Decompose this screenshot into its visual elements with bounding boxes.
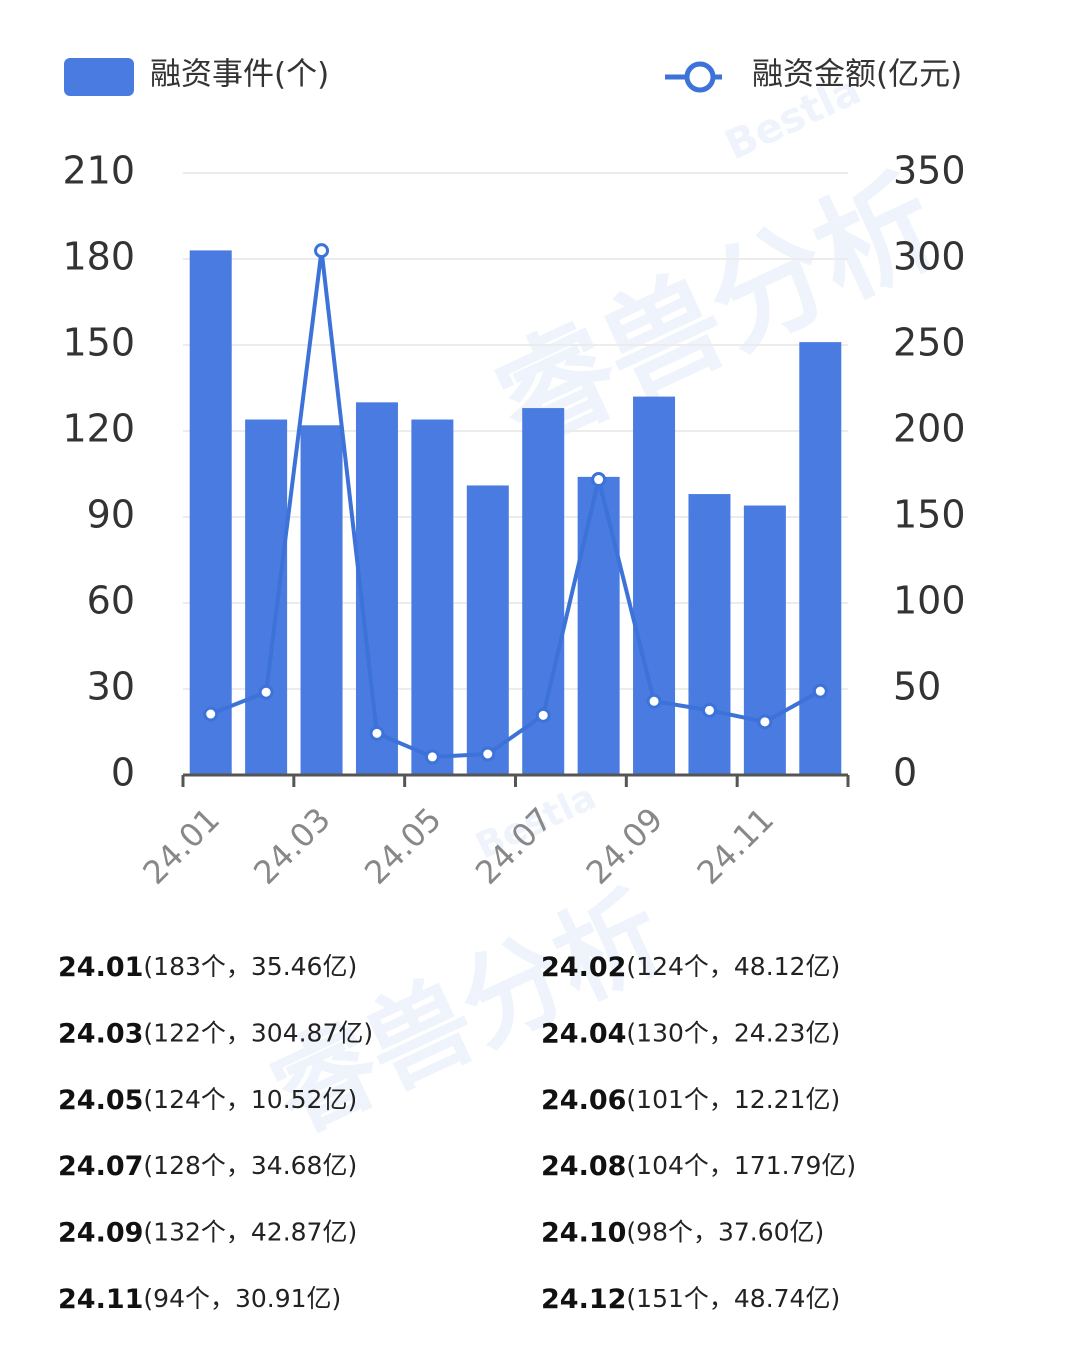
list-detail: (183个，35.46亿)	[143, 952, 357, 981]
list-detail: (104个，171.79亿)	[626, 1151, 856, 1180]
list-label: 24.04	[541, 1018, 626, 1049]
line-point	[258, 684, 274, 700]
list-detail: (122个，304.87亿)	[143, 1018, 373, 1047]
list-label: 24.05	[58, 1084, 143, 1115]
line-point	[701, 702, 717, 718]
list-item: 24.03(122个，304.87亿)	[58, 1018, 373, 1049]
list-item: 24.02(124个，48.12亿)	[541, 952, 840, 983]
y-tick-label: 180	[62, 235, 135, 279]
y-tick-label: 60	[87, 579, 135, 623]
bar	[799, 342, 842, 775]
bar	[633, 396, 676, 775]
line-point	[812, 683, 828, 699]
list-item: 24.04(130个，24.23亿)	[541, 1018, 840, 1049]
list-label: 24.07	[58, 1151, 143, 1182]
bar	[411, 419, 454, 775]
legend-marker	[684, 61, 716, 93]
line-point	[480, 746, 496, 762]
list-item: 24.12(151个，48.74亿)	[541, 1284, 840, 1315]
y-tick-label: 30	[87, 665, 135, 709]
bar	[466, 485, 509, 775]
list-detail: (101个，12.21亿)	[626, 1085, 840, 1114]
list-detail: (124个，48.12亿)	[626, 952, 840, 981]
list-label: 24.09	[58, 1217, 143, 1248]
list-label: 24.08	[541, 1151, 626, 1182]
list-detail: (132个，42.87亿)	[143, 1218, 357, 1247]
list-detail: (94个，30.91亿)	[143, 1284, 341, 1313]
list-item: 24.09(132个，42.87亿)	[58, 1217, 357, 1248]
list-detail: (130个，24.23亿)	[626, 1018, 840, 1047]
y-tick-label: 0	[111, 751, 135, 795]
bar	[577, 476, 620, 775]
list-label: 24.06	[541, 1084, 626, 1115]
list-detail: (98个，37.60亿)	[626, 1218, 824, 1247]
line-point	[757, 714, 773, 730]
list-item: 24.05(124个，10.52亿)	[58, 1084, 357, 1115]
x-tick-label: 24.01	[135, 800, 227, 892]
bar	[688, 494, 731, 775]
list-item: 24.11(94个，30.91亿)	[58, 1284, 341, 1315]
list-item: 24.07(128个，34.68亿)	[58, 1151, 357, 1182]
legend-swatch-bar	[64, 58, 134, 96]
list-label: 24.11	[58, 1284, 143, 1315]
y2-tick-label: 100	[893, 579, 966, 623]
list-detail: (151个，48.74亿)	[626, 1284, 840, 1313]
list-label: 24.10	[541, 1217, 626, 1248]
y-tick-label: 90	[87, 493, 135, 537]
list-label: 24.12	[541, 1284, 626, 1315]
list-item: 24.01(183个，35.46亿)	[58, 952, 357, 983]
list-label: 24.01	[58, 952, 143, 983]
bar	[300, 425, 343, 775]
line-point	[369, 725, 385, 741]
list-detail: (124个，10.52亿)	[143, 1085, 357, 1114]
line-point	[591, 472, 607, 488]
line-point	[314, 243, 330, 259]
y2-tick-label: 0	[893, 751, 917, 795]
line-point	[646, 693, 662, 709]
line-point	[535, 707, 551, 723]
y-tick-label: 210	[62, 149, 135, 193]
line	[209, 250, 822, 759]
y2-tick-label: 50	[893, 665, 941, 709]
x-tick-label: 24.11	[690, 800, 782, 892]
line-point	[424, 749, 440, 765]
list-item: 24.06(101个，12.21亿)	[541, 1084, 840, 1115]
legend-label: 融资事件(个)	[150, 57, 329, 93]
bar	[245, 419, 288, 775]
x-tick-label: 24.05	[357, 800, 449, 892]
y-tick-label: 150	[62, 321, 135, 365]
list-item: 24.08(104个，171.79亿)	[541, 1151, 856, 1182]
list-item: 24.10(98个，37.60亿)	[541, 1217, 824, 1248]
bar	[743, 505, 786, 775]
y2-tick-label: 150	[893, 493, 966, 537]
y-tick-label: 120	[62, 407, 135, 451]
list-detail: (128个，34.68亿)	[143, 1151, 357, 1180]
y2-tick-label: 300	[893, 235, 966, 279]
y2-tick-label: 250	[893, 321, 966, 365]
x-tick-label: 24.03	[246, 800, 338, 892]
y2-tick-label: 200	[893, 407, 966, 451]
list-label: 24.02	[541, 952, 626, 983]
bar	[355, 402, 398, 775]
y2-tick-label: 350	[893, 149, 966, 193]
line-point	[203, 706, 219, 722]
bar	[189, 250, 232, 775]
list-label: 24.03	[58, 1018, 143, 1049]
legend-label: 融资金额(亿元)	[752, 57, 962, 93]
